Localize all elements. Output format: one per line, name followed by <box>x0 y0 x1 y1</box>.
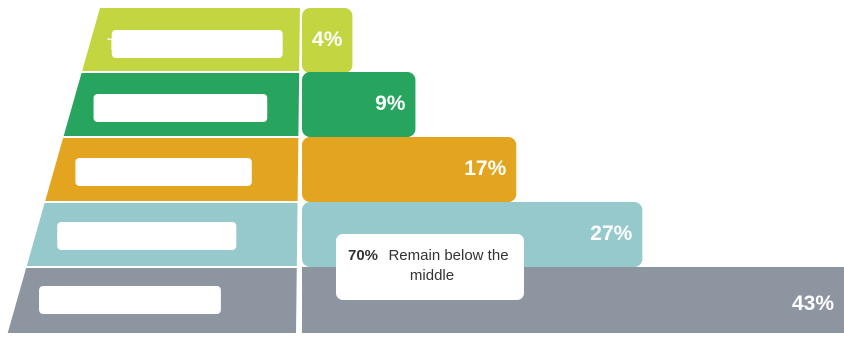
ladder-rung <box>75 158 252 186</box>
bar-top-quintile <box>302 8 353 73</box>
bar-middle-quintile <box>302 137 517 202</box>
value-label: 27% <box>590 222 633 245</box>
ladder-rung <box>111 30 283 58</box>
annotation-text: Remain below the middle <box>388 247 509 284</box>
value-label: 4% <box>312 28 343 51</box>
annotation-callout: 70% Remain below the middle <box>336 234 524 300</box>
quintile-label-top: Top quintile <box>106 35 193 54</box>
value-label: 43% <box>791 292 834 315</box>
ladder-rung <box>93 94 268 122</box>
quintile-label-4th: 4th quintile <box>108 99 192 118</box>
quintile-label-bottom: Bottom quintile <box>93 291 207 310</box>
quintile-label-middle: Middle quintile <box>95 162 205 181</box>
annotation-percent: 70% <box>348 247 379 264</box>
ladder-rung <box>57 222 237 250</box>
ladder-svg <box>7 4 306 333</box>
ladder-graphic <box>0 0 310 333</box>
value-label: 17% <box>464 157 507 180</box>
bar-4th-quintile <box>302 72 416 137</box>
value-label: 9% <box>375 92 406 115</box>
quintile-label-2nd: 2nd quintile <box>106 227 194 246</box>
ladder-rung <box>39 286 221 314</box>
